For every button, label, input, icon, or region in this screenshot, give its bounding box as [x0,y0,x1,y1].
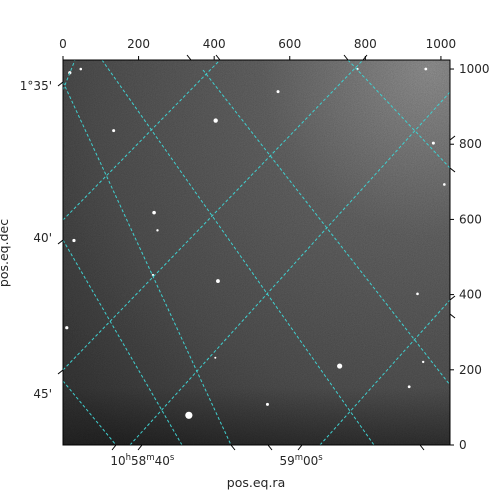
wcs-tick [449,295,456,301]
dec-tick-label: 40' [33,231,52,245]
wcs-tick [297,444,303,451]
star-source [265,402,269,406]
ra-tick-label: 10h58m40s [110,453,175,468]
wcs-tick [343,54,349,61]
grid-line [101,60,375,445]
grid-line [63,60,221,221]
star-source [156,229,159,232]
grid-line [347,60,450,169]
grid-line [63,380,117,445]
y-pixel-tick-label: 600 [459,212,482,226]
wcs-tick [362,54,368,61]
star-source [72,238,76,243]
wcs-tick [449,167,456,173]
y-pixel-tick-label: 0 [459,438,467,452]
grid-line [129,91,450,445]
star-source [443,183,446,186]
wcs-tick [267,444,273,451]
grid-line [63,60,364,371]
dec-tick-label: 45' [33,387,52,401]
x-pixel-tick-label: 400 [203,37,226,51]
star-source [407,385,411,389]
star-source [152,210,156,215]
stars-layer [65,67,446,419]
star-source [431,141,435,145]
wcs-tick [419,444,425,451]
axes: 0 200 400 600 800 1000 0 200 400 600 800 1000 10h58m… [20,37,490,468]
ra-tick-label: 59m00s [279,453,323,468]
wcs-tick [137,444,143,451]
star-source [424,67,428,71]
star-source [65,326,69,330]
star-source [214,356,217,359]
star-source [421,360,425,364]
grid-line [63,60,76,91]
y-pixel-tick-label: 400 [459,288,482,302]
wcs-tick [57,81,64,87]
star-source [213,118,218,123]
wcs-tick [215,54,221,61]
wcs-tick [449,313,456,319]
star-source [185,411,193,419]
x-pixel-tick-label: 800 [354,37,377,51]
x-pixel-tick-label: 200 [127,37,150,51]
wcs-tick [230,444,236,451]
star-source [337,363,343,369]
wcs-tick [57,239,64,245]
grid-line [319,299,450,445]
x-axis-label: pos.eq.ra [227,475,285,490]
y-pixel-tick-label: 200 [459,363,482,377]
star-source [416,292,419,296]
y-pixel-tick-label: 800 [459,137,482,151]
star-source [276,90,280,94]
dec-tick-label: 1°35' [20,79,52,93]
y-axis-label: pos.eq.dec [0,219,11,287]
star-source [79,67,83,71]
x-pixel-tick-label: 0 [59,37,67,51]
wcs-tick [57,369,64,375]
star-source [216,279,220,283]
wcs-tick [111,444,117,451]
plot-frame [62,59,451,446]
wcs-tick [449,135,456,141]
image-area [62,59,451,446]
star-source [112,129,116,133]
y-pixel-tick-label: 1000 [459,62,490,76]
wcs-tick [186,54,192,61]
grid-line [63,81,232,445]
x-pixel-tick-label: 1000 [426,37,457,51]
coordinate-grid [63,60,450,445]
x-pixel-tick-label: 600 [278,37,301,51]
